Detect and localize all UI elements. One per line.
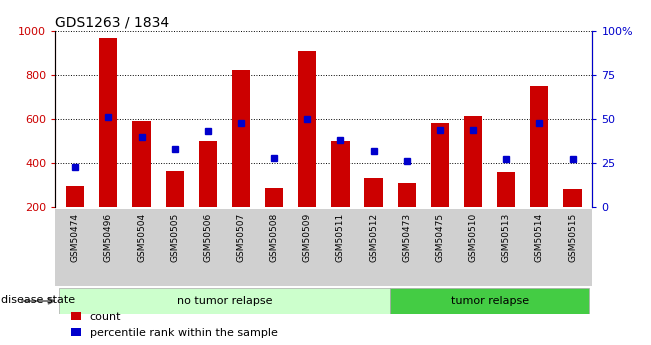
Text: GSM50515: GSM50515 [568, 213, 577, 262]
Text: GSM50507: GSM50507 [236, 213, 245, 262]
Text: GSM50475: GSM50475 [436, 213, 445, 262]
Legend: count, percentile rank within the sample: count, percentile rank within the sample [71, 312, 277, 338]
Bar [66, 186, 85, 207]
Text: GSM50511: GSM50511 [336, 213, 345, 262]
Text: GSM50514: GSM50514 [535, 213, 544, 262]
Bar [497, 172, 516, 207]
Bar [531, 86, 549, 207]
Bar [464, 116, 482, 207]
Text: tumor relapse: tumor relapse [450, 296, 529, 306]
Text: GSM50505: GSM50505 [170, 213, 179, 262]
Text: GSM50474: GSM50474 [71, 213, 79, 262]
Text: GSM50473: GSM50473 [402, 213, 411, 262]
Bar [265, 188, 283, 207]
Text: GSM50512: GSM50512 [369, 213, 378, 262]
Bar [365, 178, 383, 207]
Text: GSM50496: GSM50496 [104, 213, 113, 262]
Text: GDS1263 / 1834: GDS1263 / 1834 [55, 16, 169, 30]
Text: GSM50513: GSM50513 [502, 213, 511, 262]
Bar [563, 189, 581, 207]
Bar [298, 51, 316, 207]
Bar [132, 121, 150, 207]
Text: GSM50510: GSM50510 [469, 213, 478, 262]
Bar [199, 141, 217, 207]
Bar [232, 70, 250, 207]
Bar [331, 141, 350, 207]
Bar [431, 124, 449, 207]
Text: GSM50504: GSM50504 [137, 213, 146, 262]
Text: GSM50508: GSM50508 [270, 213, 279, 262]
Bar [55, 209, 592, 286]
Bar [59, 288, 390, 314]
Text: no tumor relapse: no tumor relapse [176, 296, 272, 306]
Text: GSM50506: GSM50506 [203, 213, 212, 262]
Bar [398, 183, 416, 207]
Bar [390, 288, 589, 314]
Bar [99, 38, 117, 207]
Bar [165, 171, 184, 207]
Text: disease state: disease state [1, 295, 75, 305]
Text: GSM50509: GSM50509 [303, 213, 312, 262]
